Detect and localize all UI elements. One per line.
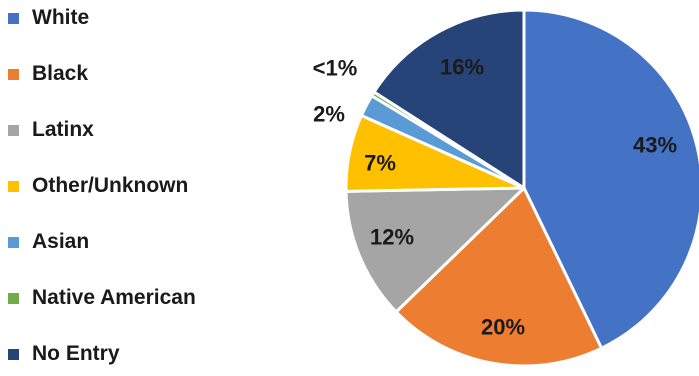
- legend-swatch-asian: [8, 236, 19, 248]
- legend-label-native-american: Native American: [32, 286, 196, 309]
- legend-swatch-white: [8, 12, 19, 24]
- pie-slices: [344, 8, 699, 368]
- pie-slice-white: [522, 8, 699, 350]
- legend-swatch-native-american: [8, 292, 19, 304]
- data-label-white: 43%: [633, 133, 677, 158]
- data-label-black: 20%: [481, 315, 525, 340]
- legend-swatch-other-unknown: [8, 180, 19, 192]
- legend-swatch-no-entry: [8, 348, 19, 360]
- legend-swatch-black: [8, 68, 19, 80]
- legend-label-other-unknown: Other/Unknown: [32, 174, 189, 197]
- legend-item-native-american: Native American: [8, 286, 196, 310]
- pie-slice-black: [394, 186, 604, 368]
- data-labels: 43% 20% 12% 7% 2% <1% 16%: [313, 55, 677, 340]
- legend-label-asian: Asian: [32, 230, 90, 253]
- data-label-asian: 2%: [313, 102, 345, 127]
- pie-slice-latinx: [344, 186, 526, 314]
- legend-item-asian: Asian: [8, 230, 89, 254]
- legend-item-latinx: Latinx: [8, 118, 94, 142]
- legend-label-latinx: Latinx: [32, 118, 94, 141]
- data-label-other-unknown: 7%: [364, 151, 396, 176]
- data-label-native-american: <1%: [313, 56, 358, 81]
- legend-item-other-unknown: Other/Unknown: [8, 174, 188, 198]
- legend-label-no-entry: No Entry: [32, 342, 120, 365]
- legend-label-white: White: [32, 6, 90, 29]
- legend-label-black: Black: [32, 62, 89, 85]
- legend-item-black: Black: [8, 62, 88, 86]
- data-label-no-entry: 16%: [440, 55, 484, 80]
- legend-item-white: White: [8, 6, 89, 30]
- pie-slice-no-entry: [372, 8, 526, 190]
- legend-swatch-latinx: [8, 124, 19, 136]
- data-label-latinx: 12%: [370, 225, 414, 250]
- legend-item-no-entry: No Entry: [8, 342, 120, 366]
